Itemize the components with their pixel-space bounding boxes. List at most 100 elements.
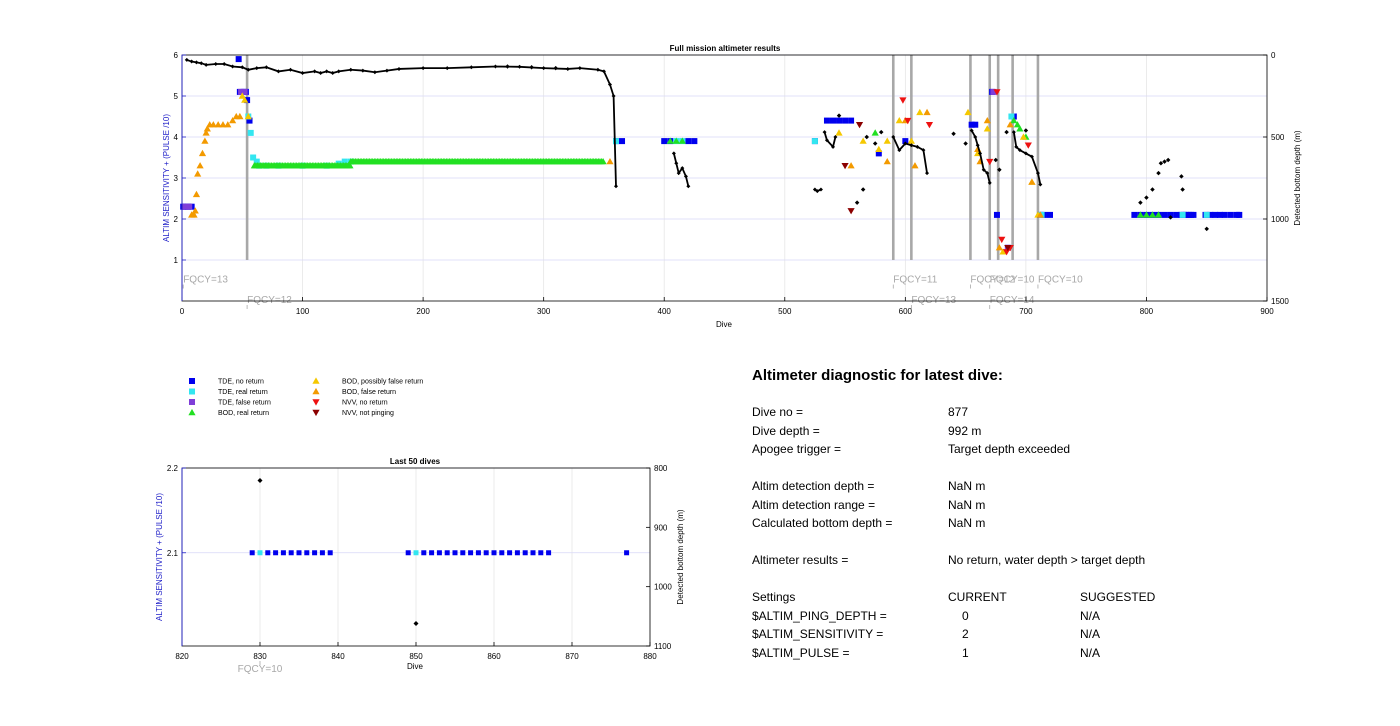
tde_no_return-point: [848, 117, 855, 124]
tde_no_return-point: [507, 550, 513, 556]
bottom_depth-point: [674, 161, 679, 166]
bottom_depth-point: [963, 141, 968, 146]
right-y-tick-label: 800: [654, 464, 668, 473]
bottom_depth-point: [683, 174, 688, 179]
bottom_depth-point: [860, 187, 866, 192]
bottom_depth-point: [915, 144, 920, 149]
tde_no_return-point: [1216, 211, 1223, 218]
tde_no_return-point: [1161, 211, 1168, 218]
bod_false_return-point: [219, 121, 227, 128]
diag-label-dive-no: Dive no =: [752, 405, 803, 419]
tde_no_return-point: [830, 117, 836, 124]
bod_false_return-point: [194, 170, 202, 177]
x-tick-label: 100: [296, 307, 310, 316]
left-y-tick-label: 2.1: [167, 549, 179, 558]
diag-label-dive-depth: Dive depth =: [752, 424, 820, 438]
last-50-dives-chart: Last 50 dives 820 830 840 850 860 870 880 2.1 2.…: [155, 457, 685, 675]
nvv_no_return-point: [998, 236, 1006, 244]
tde_no_return-point: [522, 550, 528, 556]
tde_no_return-point: [475, 550, 481, 556]
bottom_depth-point: [288, 67, 293, 72]
tde_no_return-point: [296, 550, 302, 556]
bod_real_return-point: [1154, 211, 1163, 218]
bod_real_return-point: [1142, 211, 1151, 218]
bottom_depth-point: [276, 69, 281, 74]
nvv_no_return-point: [925, 122, 934, 129]
bottom_depth-point: [831, 144, 835, 149]
bottom_depth-point: [1017, 148, 1022, 153]
bottom_depth-point: [671, 151, 676, 156]
diag-label-bottom-depth: Calculated bottom depth =: [752, 516, 892, 530]
bottom_depth-point: [815, 189, 820, 194]
bottom_depth-point: [312, 69, 317, 74]
tde_real_return-point: [413, 550, 419, 556]
tde_false_return-point: [189, 399, 195, 405]
bottom_depth-point: [300, 71, 305, 76]
bottom_depth-point: [222, 62, 227, 67]
right-y-tick-label: 0: [1271, 51, 1276, 60]
bottom_depth-point: [1029, 154, 1034, 159]
settings-header-name: Settings: [752, 590, 795, 604]
chart-title: Last 50 dives: [390, 457, 441, 466]
tde_no_return-point: [1190, 211, 1197, 218]
tde_no_return-point: [993, 211, 1000, 218]
bottom_depth-point: [324, 69, 329, 74]
fqcy-label: FQCY=10: [238, 664, 283, 675]
nvv_not_pinging-point: [1004, 245, 1012, 252]
setting-current-pulse: 1: [962, 646, 969, 660]
bottom_depth-point: [1168, 215, 1173, 220]
bod_false_return-point: [236, 112, 244, 120]
tde_no_return-point: [452, 550, 458, 556]
bod_possibly_false-point: [916, 108, 924, 116]
bottom_depth-point: [517, 64, 522, 69]
bottom_depth-point: [686, 184, 691, 189]
bod_possibly_false-point: [999, 248, 1007, 255]
fqcy-lines: FQCY=13FQCY=12FQCY=11FQCY=13FQCY=12FQCY=…: [182, 55, 1083, 310]
tde_no_return-point: [1236, 211, 1243, 218]
bod_real_return-point: [1013, 121, 1022, 128]
x-tick-label: 820: [175, 652, 189, 661]
tde_real_return-point: [250, 154, 257, 161]
bottom_depth-point: [469, 65, 474, 70]
bod_false_return-point: [201, 137, 209, 144]
bod_false_return-point: [883, 158, 891, 165]
bod_false_return-point: [196, 162, 204, 169]
tde_no_return-point: [661, 138, 668, 145]
legend-entry-label: TDE, no return: [218, 379, 264, 386]
bod_real_return-point: [1016, 125, 1024, 132]
tde_no_return-point: [460, 550, 466, 556]
altimeter-diagnostic-panel: Altimeter diagnostic for latest dive: Di…: [752, 367, 1156, 660]
grid: [181, 54, 1268, 301]
bottom_depth-point: [1138, 200, 1143, 205]
bottom_depth-point: [254, 66, 259, 71]
bottom_depth-point: [812, 187, 817, 192]
bottom_depth-point: [1150, 187, 1155, 192]
tde_false_return-point: [990, 88, 997, 95]
bottom_depth-point: [951, 131, 956, 136]
tde_no_return-point: [483, 550, 489, 556]
bod_false_return-point: [198, 149, 207, 157]
tde_real_return-point: [257, 550, 263, 556]
tde_no_return-point: [902, 138, 909, 145]
right-y-tick-label: 900: [654, 523, 668, 532]
fqcy-label: FQCY=10: [990, 275, 1035, 286]
bottom_depth-point: [836, 113, 842, 118]
tde_no_return-point: [405, 550, 411, 556]
bottom_depth-point: [981, 167, 986, 172]
nvv_no_return-point: [899, 97, 907, 104]
bottom_depth-point: [614, 184, 618, 189]
nvv_no_return-point: [904, 117, 912, 125]
bottom_depth-point: [1038, 182, 1043, 187]
tde_real_return-point: [253, 158, 260, 165]
tde_no_return-point: [1212, 211, 1219, 218]
tde_no_return-point: [842, 117, 849, 124]
left-y-tick-label: 3: [174, 174, 179, 183]
bod_possibly_false-point: [241, 96, 249, 103]
bod_possibly_false-point: [312, 377, 320, 384]
bottom_depth-point: [360, 68, 365, 73]
tde_real_return-point: [811, 138, 818, 145]
settings-header-suggested: SUGGESTED: [1080, 590, 1156, 604]
right-y-tick-label: 1000: [654, 583, 672, 592]
bottom_depth-point: [676, 171, 681, 176]
bottom_depth-point: [184, 57, 189, 62]
